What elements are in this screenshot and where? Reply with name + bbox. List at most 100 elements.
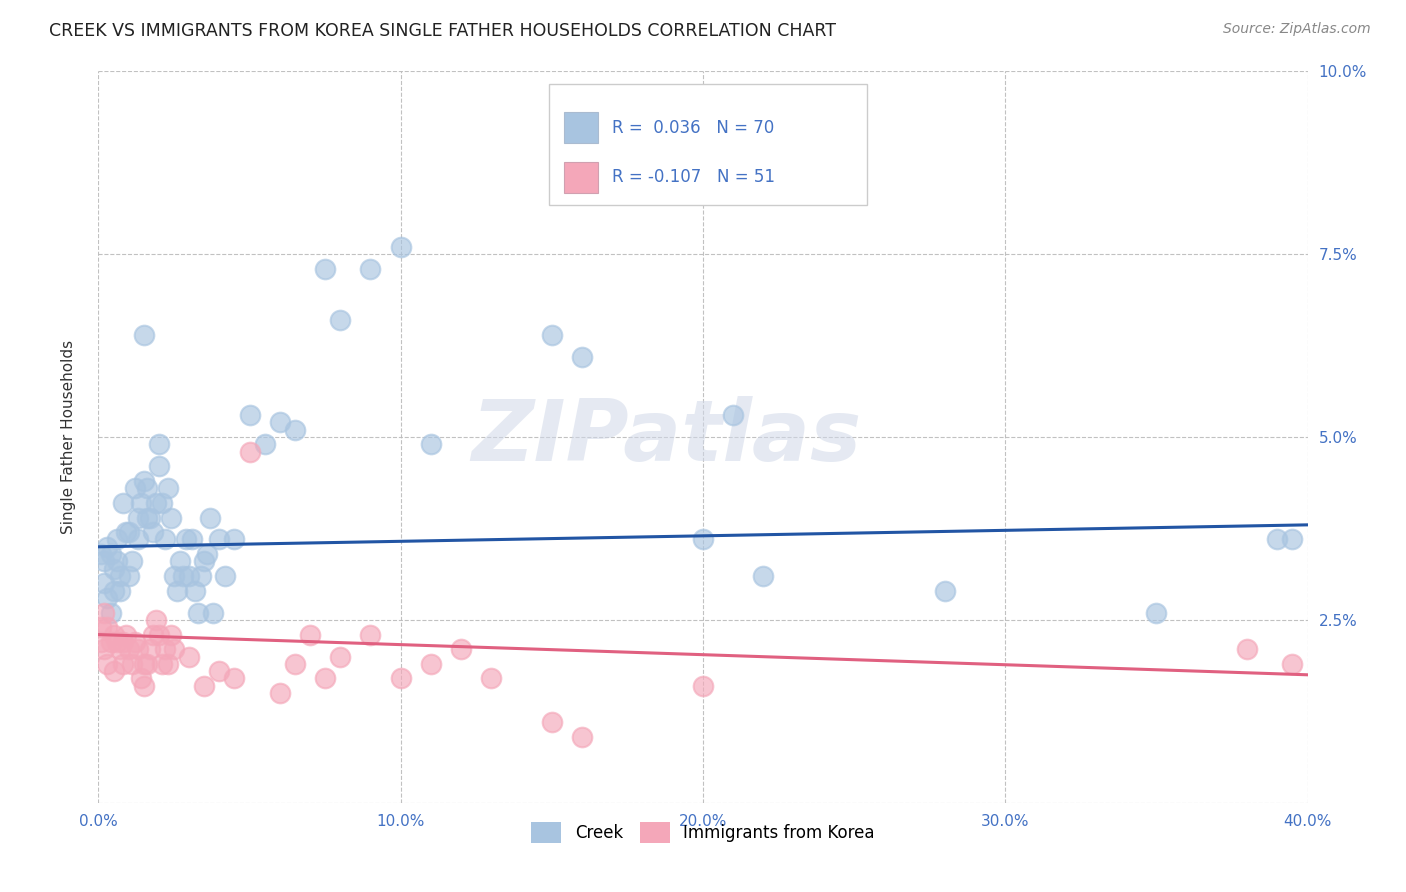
Point: [156, 657, 179, 671]
Point: [1144, 606, 1167, 620]
Point: [96, 620, 118, 634]
Point: [132, 327, 155, 342]
Point: [193, 554, 215, 568]
Point: [752, 569, 775, 583]
Point: [284, 657, 307, 671]
Point: [239, 444, 262, 458]
Point: [127, 642, 149, 657]
Point: [111, 657, 134, 671]
Point: [145, 496, 167, 510]
Point: [93, 606, 115, 620]
Point: [111, 635, 134, 649]
Point: [181, 533, 204, 547]
Point: [1236, 642, 1258, 657]
Point: [187, 606, 209, 620]
FancyBboxPatch shape: [550, 84, 868, 205]
Text: R = -0.107   N = 51: R = -0.107 N = 51: [613, 169, 775, 186]
Point: [142, 627, 165, 641]
Point: [132, 474, 155, 488]
Point: [269, 686, 291, 700]
Point: [129, 496, 152, 510]
Point: [105, 533, 128, 547]
Point: [314, 261, 336, 276]
Point: [163, 642, 186, 657]
Point: [153, 642, 176, 657]
Point: [224, 672, 246, 686]
Point: [450, 642, 472, 657]
Point: [124, 481, 146, 495]
Point: [389, 672, 412, 686]
Y-axis label: Single Father Households: Single Father Households: [62, 340, 76, 534]
Point: [1267, 533, 1289, 547]
Point: [269, 416, 291, 430]
Point: [169, 554, 191, 568]
Point: [124, 635, 146, 649]
Point: [145, 613, 167, 627]
Point: [692, 533, 714, 547]
Point: [253, 437, 276, 451]
Point: [179, 649, 201, 664]
Point: [96, 591, 118, 605]
Point: [127, 533, 149, 547]
Point: [420, 437, 443, 451]
Point: [96, 657, 118, 671]
Point: [135, 510, 157, 524]
Point: [224, 533, 246, 547]
Point: [184, 583, 207, 598]
Text: Source: ZipAtlas.com: Source: ZipAtlas.com: [1223, 22, 1371, 37]
Point: [139, 510, 162, 524]
Point: [163, 569, 186, 583]
Point: [108, 569, 131, 583]
Point: [360, 627, 382, 641]
Point: [934, 583, 956, 598]
FancyBboxPatch shape: [564, 112, 598, 143]
Point: [314, 672, 336, 686]
Point: [90, 547, 112, 561]
Point: [160, 627, 183, 641]
Point: [103, 664, 125, 678]
Point: [389, 240, 412, 254]
Point: [150, 496, 173, 510]
Point: [132, 679, 155, 693]
Point: [121, 554, 143, 568]
Point: [208, 533, 231, 547]
Point: [172, 569, 194, 583]
Point: [90, 620, 112, 634]
Point: [329, 649, 352, 664]
Text: ZIPatlas: ZIPatlas: [471, 395, 862, 479]
Point: [329, 313, 352, 327]
Point: [108, 642, 131, 657]
Legend: Creek, Immigrants from Korea: Creek, Immigrants from Korea: [524, 815, 882, 849]
Point: [103, 627, 125, 641]
Point: [103, 583, 125, 598]
Point: [135, 657, 157, 671]
Point: [153, 533, 176, 547]
Point: [90, 635, 112, 649]
Point: [105, 635, 128, 649]
Point: [160, 510, 183, 524]
Point: [93, 576, 115, 591]
Point: [208, 664, 231, 678]
Point: [100, 635, 122, 649]
Point: [148, 459, 170, 474]
Point: [571, 730, 593, 744]
Point: [118, 525, 141, 540]
Point: [299, 627, 322, 641]
Text: R =  0.036   N = 70: R = 0.036 N = 70: [613, 119, 775, 136]
Point: [202, 606, 225, 620]
Point: [103, 562, 125, 576]
Point: [239, 408, 262, 422]
Point: [100, 606, 122, 620]
Point: [360, 261, 382, 276]
Point: [540, 715, 562, 730]
Point: [135, 481, 157, 495]
Point: [1281, 657, 1303, 671]
Point: [114, 627, 136, 641]
Point: [193, 679, 215, 693]
Point: [692, 679, 714, 693]
Point: [93, 554, 115, 568]
Point: [108, 583, 131, 598]
Point: [118, 642, 141, 657]
Point: [148, 627, 170, 641]
Point: [195, 547, 218, 561]
